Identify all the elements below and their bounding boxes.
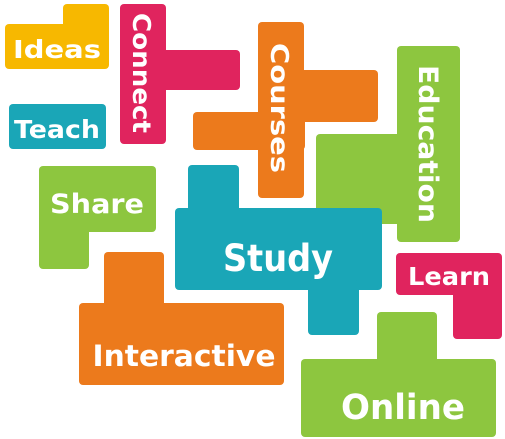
share-tile: Share bbox=[39, 166, 156, 269]
interactive-label: Interactive bbox=[93, 339, 276, 373]
courses-label: Courses bbox=[265, 43, 294, 173]
share-label: Share bbox=[50, 189, 144, 220]
connect-tile: Connect bbox=[120, 4, 240, 144]
connect-label: Connect bbox=[127, 13, 156, 133]
teach-label: Teach bbox=[14, 115, 100, 144]
courses-tile: Courses bbox=[193, 22, 378, 198]
study-label: Study bbox=[223, 237, 333, 280]
education-label: Education bbox=[412, 65, 443, 223]
teach-tile: Teach bbox=[9, 104, 106, 149]
online-tile: Online bbox=[301, 312, 496, 437]
study-tile: Study bbox=[175, 165, 382, 335]
online-label: Online bbox=[341, 388, 465, 428]
learn-label: Learn bbox=[408, 262, 490, 291]
ideas-label: Ideas bbox=[13, 35, 101, 64]
education-tile: Education bbox=[316, 46, 460, 242]
interactive-tile: Interactive bbox=[79, 252, 284, 385]
ideas-tile: Ideas bbox=[5, 4, 109, 69]
learn-tile: Learn bbox=[396, 253, 502, 339]
